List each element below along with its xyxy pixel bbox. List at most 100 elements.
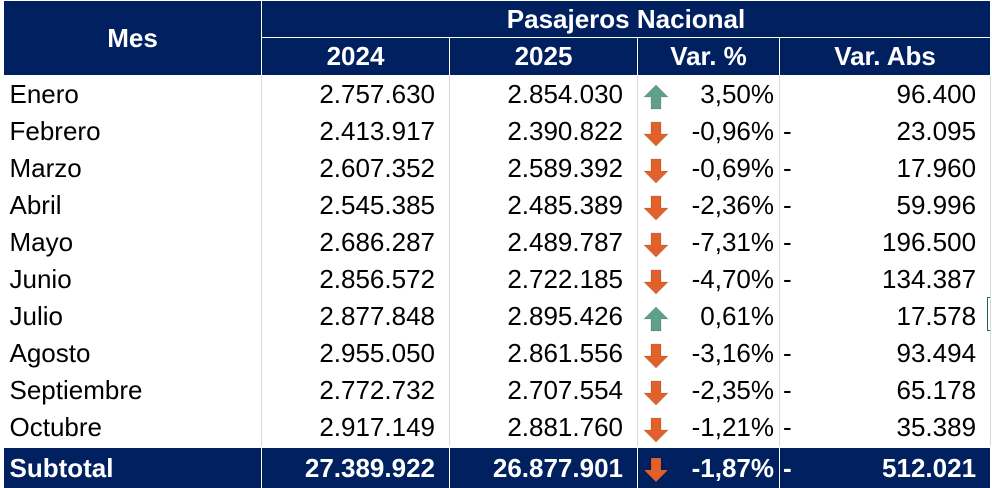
arrow-up-icon [643, 84, 669, 110]
var-abs-cell: - 512.021 [779, 446, 992, 488]
table-row: Julio 2.877.848 2.895.426 0,61% 17.578 [3, 298, 992, 335]
var-pct-cell: -7,31% [637, 224, 780, 261]
value-2025-cell: 2.722.185 [449, 261, 638, 298]
var-pct-value: -0,69% [691, 153, 774, 183]
header-var-abs: Var. Abs [778, 37, 992, 76]
value-2024-cell: 2.545.385 [261, 187, 450, 224]
header-group: Pasajeros Nacional [260, 0, 992, 38]
header-2024: 2024 [261, 37, 450, 76]
month-cell: Marzo [3, 150, 262, 187]
var-abs-value: 35.389 [896, 412, 977, 442]
arrow-down-icon [643, 195, 669, 221]
header-2025: 2025 [449, 37, 638, 76]
value-2024-cell: 2.955.050 [261, 335, 450, 372]
var-pct-cell: -1,21% [637, 409, 780, 447]
var-pct-value: -2,36% [691, 190, 774, 220]
value-2024-cell: 27.389.922 [261, 446, 450, 488]
var-abs-value: 93.494 [896, 338, 977, 368]
var-abs-value: 23.095 [896, 116, 977, 146]
month-cell: Febrero [3, 113, 262, 150]
var-pct-value: -7,31% [691, 227, 774, 257]
month-cell: Octubre [3, 409, 262, 447]
negative-sign: - [783, 116, 792, 146]
var-abs-cell: - 17.960 [779, 150, 992, 187]
arrow-down-icon [643, 158, 669, 184]
arrow-down-icon [643, 269, 669, 295]
var-abs-cell: - 59.996 [779, 187, 992, 224]
arrow-down-icon [643, 457, 669, 483]
value-2024-cell: 2.877.848 [261, 298, 450, 335]
header-var-pct: Var. % [637, 37, 780, 76]
value-2024-cell: 2.607.352 [261, 150, 450, 187]
header-month: Mes [3, 0, 262, 76]
value-2025-cell: 2.707.554 [449, 372, 638, 409]
value-2024-cell: 2.413.917 [261, 113, 450, 150]
value-2024-cell: 2.917.149 [261, 409, 450, 447]
value-2024-cell: 2.757.630 [261, 75, 450, 113]
var-abs-value: 512.021 [882, 453, 977, 483]
table-row: Marzo 2.607.352 2.589.392 -0,69% - 17.960 [3, 150, 992, 187]
var-abs-cell: - 35.389 [779, 409, 992, 447]
var-abs-cell: 17.578 [779, 298, 992, 335]
negative-sign: - [783, 227, 792, 257]
month-cell: Septiembre [3, 372, 262, 409]
negative-sign: - [783, 338, 792, 368]
negative-sign: - [783, 190, 792, 220]
var-pct-value: -0,96% [691, 116, 774, 146]
arrow-down-icon [643, 380, 669, 406]
month-cell: Agosto [3, 335, 262, 372]
value-2024-cell: 2.686.287 [261, 224, 450, 261]
table-row: Junio 2.856.572 2.722.185 -4,70% - 134.387 [3, 261, 992, 298]
var-pct-cell: -2,36% [637, 187, 780, 224]
value-2024-cell: 2.772.732 [261, 372, 450, 409]
month-cell: Subtotal [3, 446, 262, 488]
var-pct-cell: -3,16% [637, 335, 780, 372]
var-abs-cell: - 65.178 [779, 372, 992, 409]
var-abs-value: 17.578 [896, 301, 977, 331]
table-row: Febrero 2.413.917 2.390.822 -0,96% - 23.095 [3, 113, 992, 150]
cell-selection-edge [987, 297, 990, 331]
table-row: Abril 2.545.385 2.485.389 -2,36% - 59.996 [3, 187, 992, 224]
var-pct-cell: 3,50% [637, 75, 780, 113]
table-row: Septiembre 2.772.732 2.707.554 -2,35% - 65.17… [3, 372, 992, 409]
var-pct-cell: -1,87% [637, 446, 780, 488]
var-pct-cell: -0,96% [637, 113, 780, 150]
var-pct-cell: 0,61% [637, 298, 780, 335]
negative-sign: - [783, 153, 792, 183]
negative-sign: - [783, 453, 792, 483]
table-row: Mayo 2.686.287 2.489.787 -7,31% - 196.500 [3, 224, 992, 261]
arrow-down-icon [643, 232, 669, 258]
var-abs-value: 196.500 [882, 227, 977, 257]
var-pct-cell: -0,69% [637, 150, 780, 187]
var-pct-value: 0,61% [700, 301, 774, 331]
value-2025-cell: 2.485.389 [449, 187, 638, 224]
value-2025-cell: 2.881.760 [449, 409, 638, 447]
passenger-table: Mes Pasajeros Nacional 2024 2025 Var. % … [3, 0, 992, 488]
var-pct-value: -4,70% [691, 264, 774, 294]
var-abs-value: 96.400 [896, 79, 977, 109]
var-pct-value: -1,87% [691, 453, 774, 483]
month-cell: Enero [3, 75, 262, 113]
value-2025-cell: 2.390.822 [449, 113, 638, 150]
table-row: Octubre 2.917.149 2.881.760 -1,21% - 35.389 [3, 409, 992, 447]
month-cell: Junio [3, 261, 262, 298]
value-2025-cell: 2.861.556 [449, 335, 638, 372]
value-2025-cell: 2.489.787 [449, 224, 638, 261]
arrow-down-icon [643, 121, 669, 147]
var-abs-cell: - 134.387 [779, 261, 992, 298]
value-2024-cell: 2.856.572 [261, 261, 450, 298]
var-abs-cell: - 196.500 [779, 224, 992, 261]
var-abs-value: 59.996 [896, 190, 977, 220]
var-pct-value: -3,16% [691, 338, 774, 368]
subtotal-row: Subtotal 27.389.922 26.877.901 -1,87% - 512.0… [3, 446, 992, 488]
value-2025-cell: 26.877.901 [449, 446, 638, 488]
month-cell: Abril [3, 187, 262, 224]
var-abs-value: 134.387 [882, 264, 977, 294]
var-abs-cell: - 23.095 [779, 113, 992, 150]
var-abs-value: 17.960 [896, 153, 977, 183]
var-abs-value: 65.178 [896, 375, 977, 405]
var-abs-cell: - 93.494 [779, 335, 992, 372]
var-pct-value: 3,50% [700, 79, 774, 109]
negative-sign: - [783, 412, 792, 442]
value-2025-cell: 2.589.392 [449, 150, 638, 187]
